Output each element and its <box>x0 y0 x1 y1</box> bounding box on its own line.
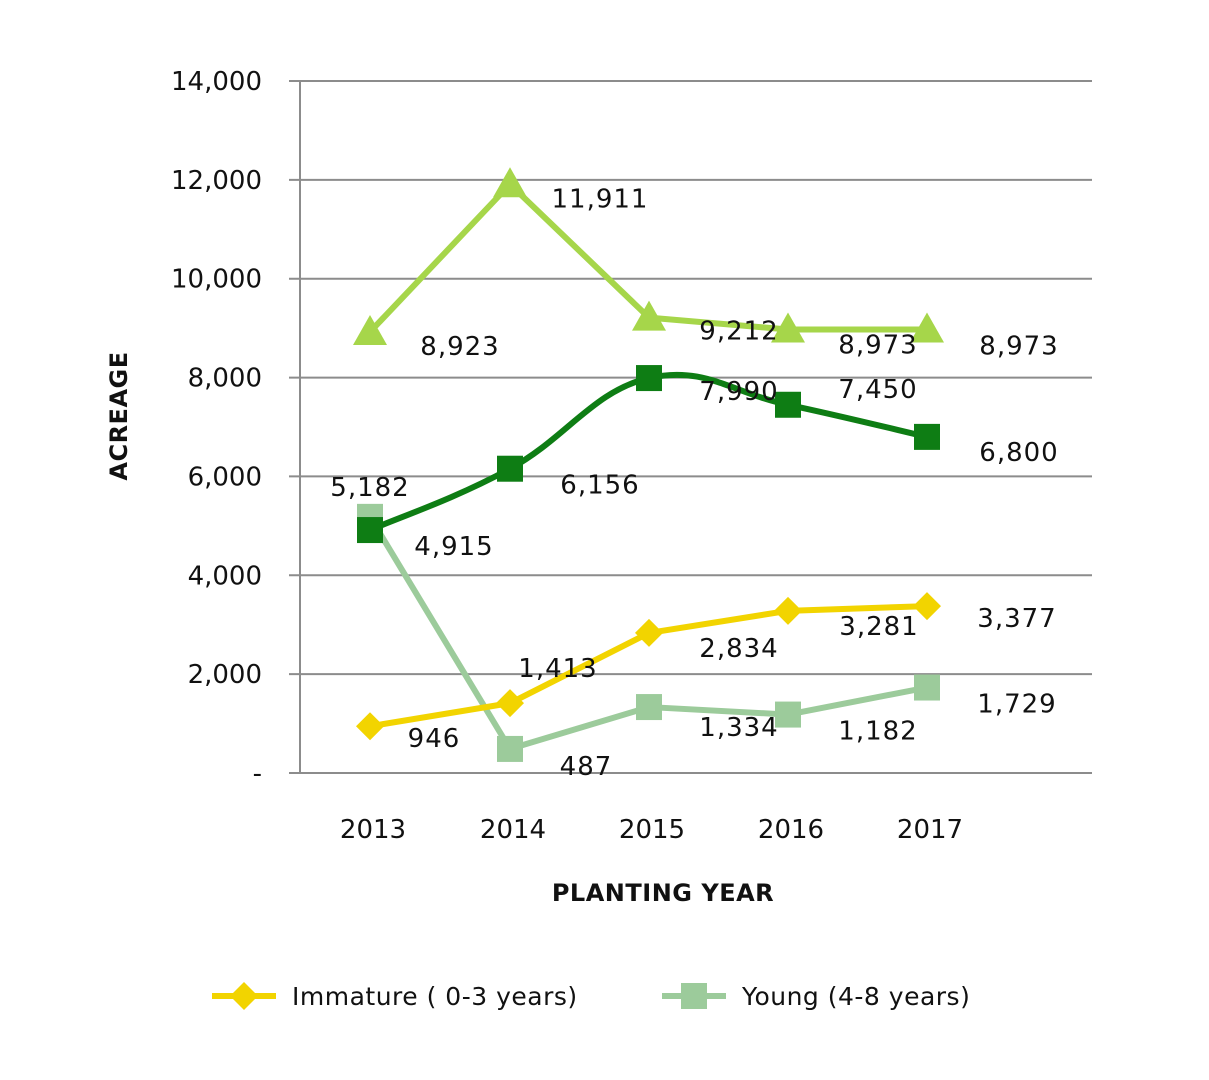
data-label: 6,156 <box>560 471 639 501</box>
series-productive-point <box>914 423 940 450</box>
series-productive-point <box>636 365 662 392</box>
series-immature-point <box>635 618 663 647</box>
y-tick-label: 10,000 <box>171 265 262 295</box>
legend-item: Immature ( 0-3 years) <box>212 982 578 1011</box>
gridlines <box>289 80 1092 774</box>
data-label: 1,334 <box>699 713 778 743</box>
series-immature-point <box>913 592 941 621</box>
legend-swatch-marker <box>681 983 707 1009</box>
series-productive-point <box>497 455 523 482</box>
series-productive <box>357 365 940 544</box>
legend: Immature ( 0-3 years) Young (4-8 years) <box>212 982 970 1011</box>
y-tick-label: 12,000 <box>171 166 262 196</box>
data-label: 7,990 <box>699 377 778 407</box>
data-label: 487 <box>560 752 613 782</box>
data-label: 5,182 <box>330 473 409 503</box>
y-tick-label: 6,000 <box>188 462 262 492</box>
data-label: 8,923 <box>420 332 499 362</box>
data-label: 946 <box>408 724 461 754</box>
data-label: 11,911 <box>552 184 649 214</box>
data-label: 6,800 <box>979 438 1058 468</box>
x-tick-label: 2015 <box>619 815 685 845</box>
y-tick-label: 14,000 <box>171 67 262 97</box>
x-axis-ticks: 2013 2014 2015 2016 2017 <box>340 815 963 845</box>
series-mature-point <box>771 312 805 343</box>
y-tick-label: - <box>253 759 262 789</box>
y-axis-ticks: - 2,000 4,000 6,000 8,000 10,000 12,000 14,000 <box>171 67 262 789</box>
legend-item: Young (4-8 years) <box>662 982 970 1011</box>
data-label: 4,915 <box>414 532 493 562</box>
series-young-point <box>914 674 940 701</box>
series-mature-point <box>493 167 527 198</box>
x-tick-label: 2013 <box>340 815 406 845</box>
legend-label: Immature ( 0-3 years) <box>292 982 578 1011</box>
data-label: 3,281 <box>839 612 918 642</box>
series-mature-point <box>910 312 944 343</box>
series-immature-point <box>356 712 384 741</box>
series-young-point <box>775 701 801 728</box>
series-productive-point <box>357 517 383 544</box>
x-tick-label: 2016 <box>758 815 824 845</box>
series-young-point <box>497 735 523 762</box>
series-young-point <box>636 694 662 721</box>
series-young <box>357 503 940 762</box>
data-label: 8,973 <box>838 330 917 360</box>
data-label: 2,834 <box>699 634 778 664</box>
series-immature-point <box>496 689 524 718</box>
data-label: 3,377 <box>977 604 1056 634</box>
series-productive-point <box>775 391 801 418</box>
data-label: 1,729 <box>977 690 1056 720</box>
data-label: 7,450 <box>838 375 917 405</box>
series-immature <box>356 592 941 741</box>
y-tick-label: 8,000 <box>188 364 262 394</box>
series-mature-point <box>632 300 666 331</box>
data-label: 8,973 <box>979 331 1058 361</box>
legend-label: Young (4-8 years) <box>741 982 970 1011</box>
y-axis-title: ACREAGE <box>105 351 133 480</box>
series-mature <box>353 167 944 345</box>
series-immature-point <box>774 596 802 625</box>
x-tick-label: 2017 <box>897 815 963 845</box>
y-tick-label: 4,000 <box>188 561 262 591</box>
data-label: 1,182 <box>838 717 917 747</box>
series-group <box>353 167 944 762</box>
data-label: 9,212 <box>699 317 778 347</box>
y-tick-label: 2,000 <box>188 660 262 690</box>
x-axis-title: PLANTING YEAR <box>552 879 774 907</box>
data-labels: 5,182 487 1,334 1,182 1,729 946 1,413 2,834 3,28… <box>330 184 1058 782</box>
data-label: 1,413 <box>518 654 597 684</box>
legend-swatch-marker <box>230 982 258 1010</box>
x-tick-label: 2014 <box>480 815 546 845</box>
series-mature-point <box>353 314 387 345</box>
